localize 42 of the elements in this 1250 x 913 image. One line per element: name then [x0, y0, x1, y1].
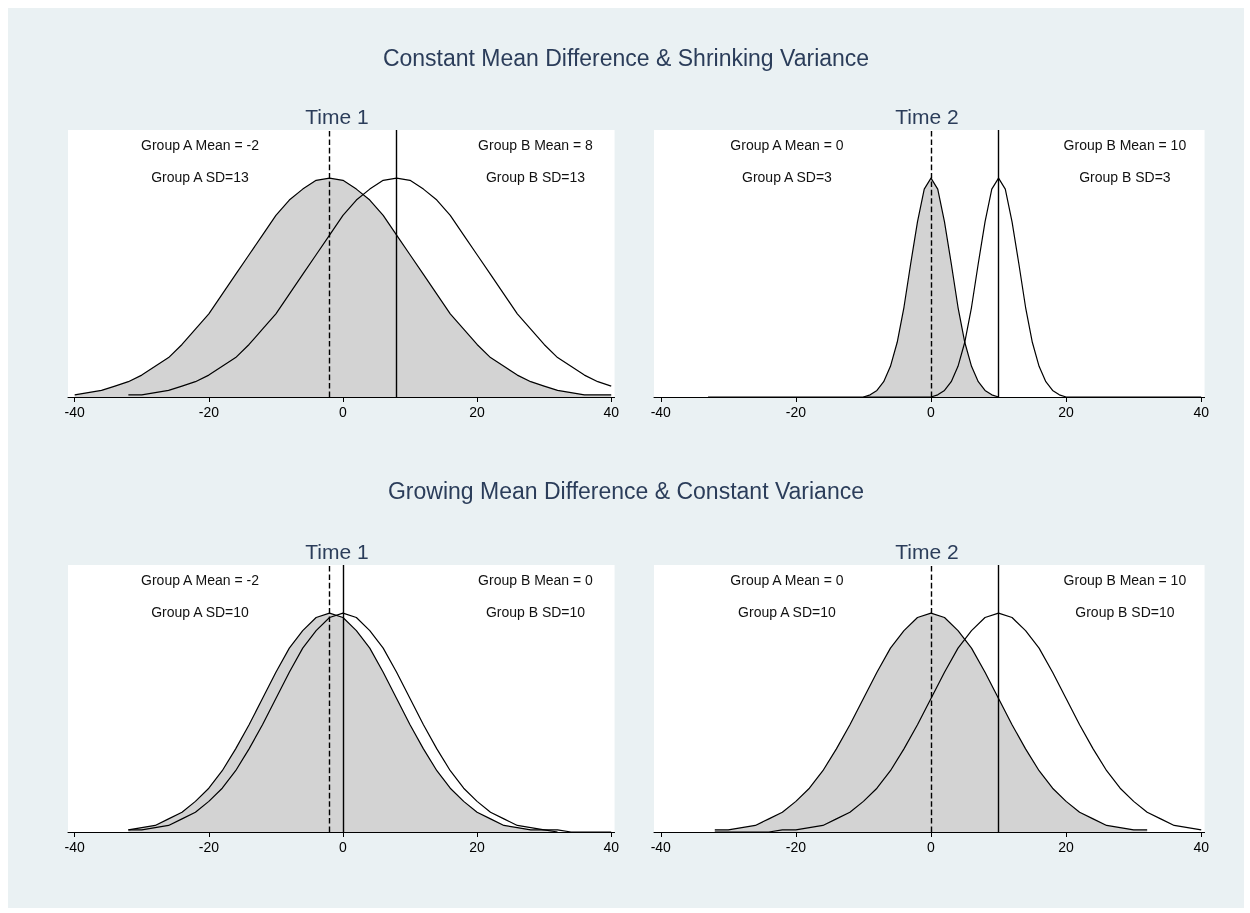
text: Group B Mean = 8 — [478, 137, 594, 153]
text: Growing Mean Difference & Constant Variance — [387, 478, 865, 505]
chart-title: Time 1 — [305, 105, 369, 128]
x-tick-label: 0 — [927, 839, 936, 855]
text: Group B Mean = 0 — [478, 572, 594, 588]
x-tick-label: 20 — [469, 839, 486, 855]
text: Group B Mean = 10 — [1063, 572, 1187, 588]
x-tick-label: -20 — [198, 404, 220, 420]
chart-title: Time 2 — [895, 540, 959, 563]
chart-title: Time 1 — [305, 540, 369, 563]
annotation: Group B SD=13 — [485, 169, 586, 185]
x-tick-label: 0 — [339, 404, 348, 420]
annotation: Group A SD=13 — [151, 169, 250, 185]
text: Group A Mean = 0 — [730, 137, 844, 153]
x-tick-label: -40 — [64, 404, 86, 420]
annotation: Group A SD=3 — [742, 169, 833, 185]
text: Group A Mean = -2 — [141, 572, 260, 588]
x-tick-label: 20 — [469, 404, 486, 420]
x-tick-label: -40 — [650, 839, 672, 855]
annotation: Group A SD=10 — [738, 604, 837, 620]
x-tick-label: 20 — [1058, 839, 1075, 855]
annotation: Group B SD=3 — [1079, 169, 1171, 185]
x-tick-label: -20 — [785, 404, 807, 420]
x-tick-label: 0 — [339, 839, 348, 855]
text: Group B Mean = 10 — [1063, 137, 1187, 153]
x-tick-label: -40 — [650, 404, 672, 420]
x-tick-label: -40 — [64, 839, 86, 855]
annotation: Group A SD=10 — [151, 604, 250, 620]
x-tick-label: 40 — [603, 839, 620, 855]
x-tick-label: -20 — [198, 839, 220, 855]
x-tick-label: 20 — [1058, 404, 1075, 420]
x-tick-label: 0 — [927, 404, 936, 420]
annotation: Group B SD=10 — [1075, 604, 1175, 620]
text: Group A Mean = -2 — [141, 137, 260, 153]
annotation: Group B SD=10 — [485, 604, 586, 620]
x-tick-label: 40 — [1193, 839, 1210, 855]
x-tick-label: -20 — [785, 839, 807, 855]
text: Constant Mean Difference & Shrinking Variance — [381, 45, 871, 72]
text: Group A Mean = 0 — [730, 572, 844, 588]
x-tick-label: 40 — [1193, 404, 1210, 420]
chart-title: Time 2 — [895, 105, 959, 128]
x-tick-label: 40 — [603, 404, 620, 420]
